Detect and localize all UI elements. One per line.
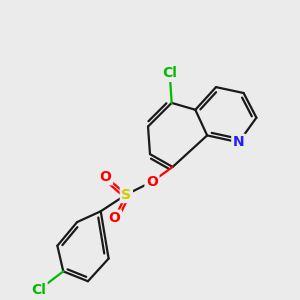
Text: Cl: Cl (162, 66, 177, 80)
Text: O: O (109, 211, 121, 225)
Text: O: O (100, 170, 112, 184)
Text: Cl: Cl (31, 283, 46, 297)
Text: S: S (122, 188, 131, 202)
Text: O: O (146, 175, 158, 189)
Text: N: N (233, 135, 244, 149)
